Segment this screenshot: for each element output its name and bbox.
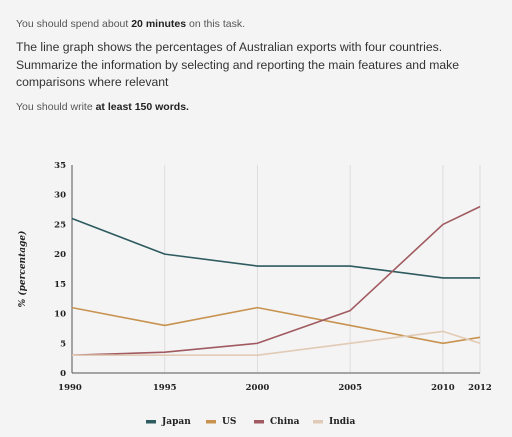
y-tick-label: 35 xyxy=(54,161,66,171)
series-line-india xyxy=(72,330,481,356)
x-tick-label: 2005 xyxy=(338,383,362,393)
y-tick-label: 10 xyxy=(54,310,66,320)
legend-label-japan: Japan xyxy=(161,417,191,427)
legend-swatch-us xyxy=(206,420,216,424)
time-instruction: You should spend about 20 minutes on thi… xyxy=(16,18,246,30)
line-chart: 0 5 10 15 20 25 30 35 1990 1995 2000 2005 2010 2012 %… xyxy=(17,161,492,427)
y-tick-label: 30 xyxy=(54,191,66,201)
task-prompt: The line graph shows the percentages of … xyxy=(16,40,460,89)
x-tick-label: 2000 xyxy=(246,383,270,393)
legend-swatch-japan xyxy=(146,420,156,424)
legend-label-us: US xyxy=(222,417,236,427)
legend-swatch-china xyxy=(254,420,264,424)
y-tick-label: 0 xyxy=(60,369,66,379)
series-line-china xyxy=(71,205,481,356)
chart-series xyxy=(71,205,481,356)
series-line-japan xyxy=(71,217,480,279)
y-tick-label: 20 xyxy=(54,250,66,260)
y-axis-label: % (percentage) xyxy=(17,231,28,308)
x-tick-label: 2012 xyxy=(468,383,492,393)
x-tick-label: 2010 xyxy=(431,383,455,393)
legend-label-china: China xyxy=(270,417,300,427)
chart-ticks: 0 5 10 15 20 25 30 35 1990 1995 2000 2005 2010 2012 xyxy=(54,161,492,393)
y-tick-label: 5 xyxy=(60,339,66,349)
task-instructions: You should spend about 20 minutes on thi… xyxy=(16,0,502,114)
legend-swatch-india xyxy=(313,420,323,424)
chart-legend: Japan US China India xyxy=(146,417,355,427)
chart-grid xyxy=(164,165,481,373)
x-tick-label: 1990 xyxy=(58,383,82,393)
x-tick-label: 1995 xyxy=(153,383,177,393)
y-tick-label: 25 xyxy=(54,220,66,230)
series-line-us xyxy=(71,306,481,345)
word-count-instruction: You should write at least 150 words. xyxy=(16,100,189,113)
chart-axes xyxy=(71,165,480,374)
legend-label-india: India xyxy=(329,417,355,427)
y-tick-label: 15 xyxy=(54,280,66,290)
